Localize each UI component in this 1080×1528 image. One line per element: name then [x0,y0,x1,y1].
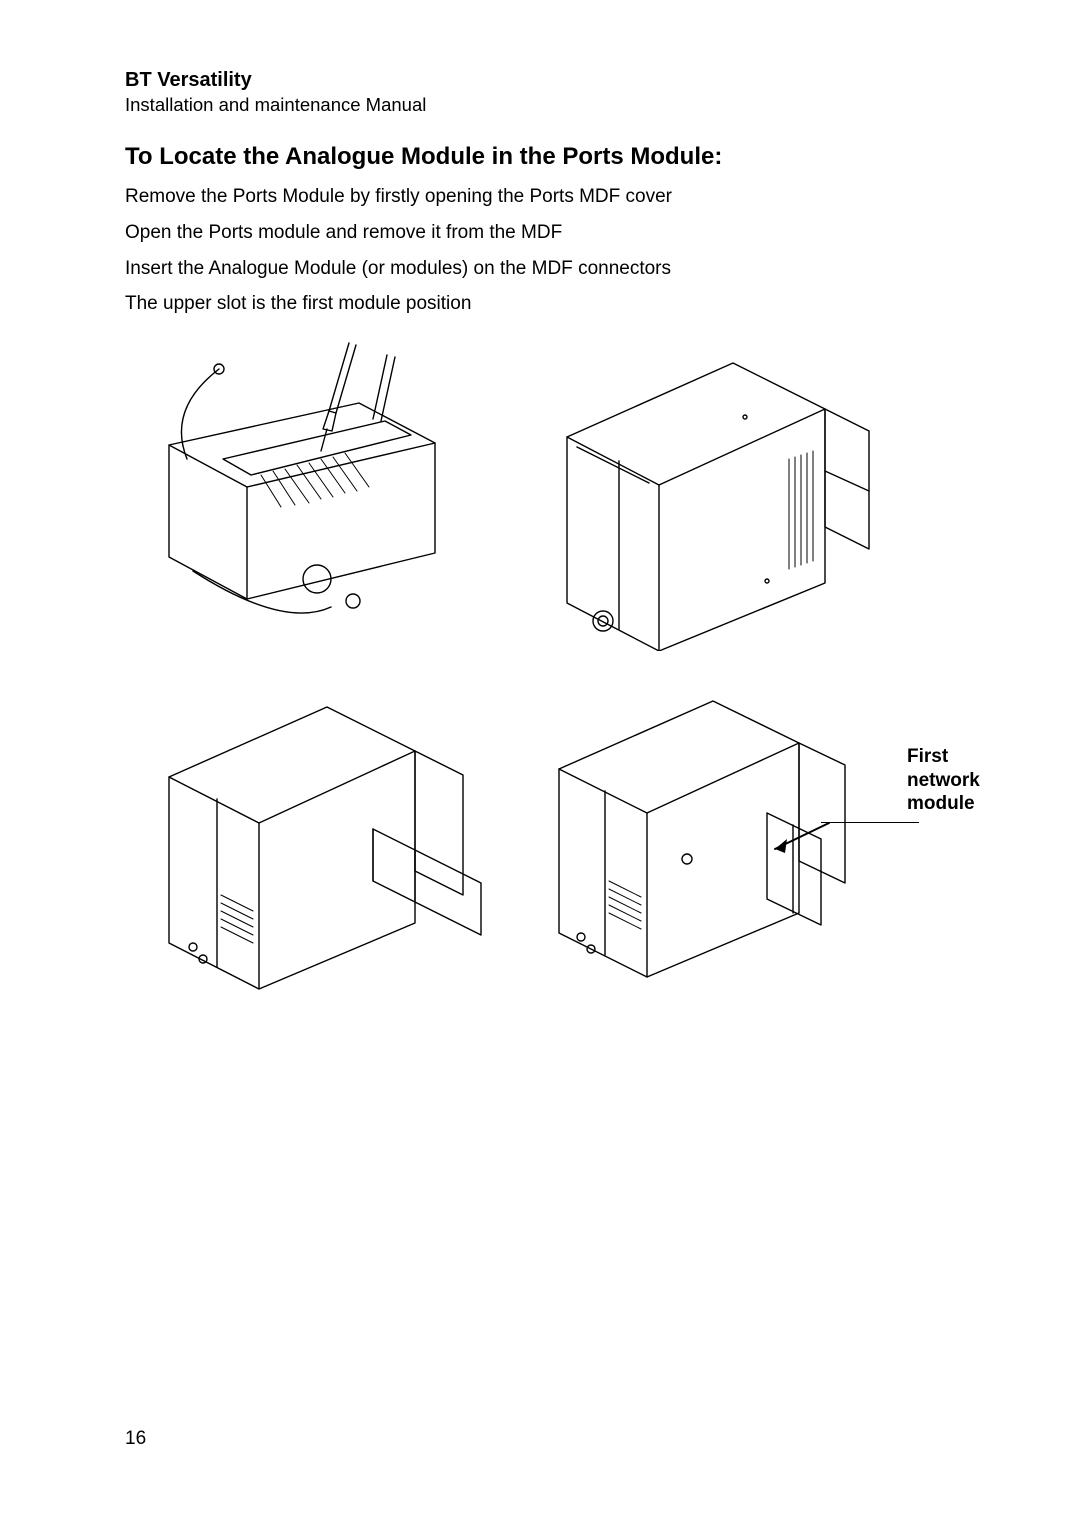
instruction-line: The upper slot is the first module posit… [125,291,970,317]
callout-word: module [907,793,975,814]
callout-leader-line [821,822,919,824]
instruction-line: Insert the Analogue Module (or modules) … [125,256,970,282]
page-number: 16 [125,1428,146,1450]
callout-first-network-module: First network module [907,745,1037,816]
figure-unit-panel-open [557,351,887,651]
figure-module-seated [553,693,873,1013]
document-page: BT Versatility Installation and maintena… [0,0,1080,1528]
manual-title: BT Versatility [125,68,970,92]
figure-insert-module [163,699,503,1029]
manual-subtitle: Installation and maintenance Manual [125,93,970,117]
figure-open-cover [163,339,473,659]
section-heading: To Locate the Analogue Module in the Por… [125,141,970,172]
figure-area: First network module [125,339,970,1119]
instruction-line: Remove the Ports Module by firstly openi… [125,184,970,210]
callout-word: network [907,770,980,791]
callout-word: First [907,746,948,767]
instruction-line: Open the Ports module and remove it from… [125,220,970,246]
